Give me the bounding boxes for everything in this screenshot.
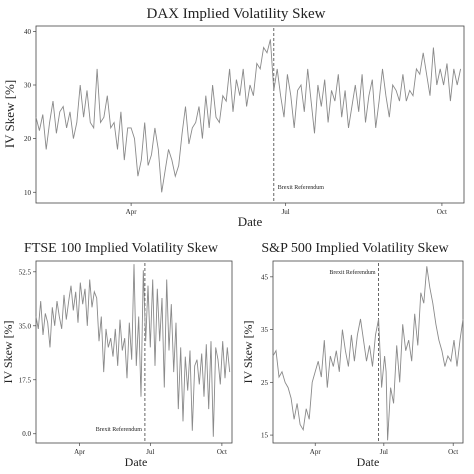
ftse-x-tick-label: Apr bbox=[74, 448, 86, 456]
sp500-x-axis-label: Date bbox=[357, 455, 380, 469]
dax-skew-series-line bbox=[35, 39, 462, 193]
ftse-panel: FTSE 100 Implied Volatility Skew 0.0 17.5… bbox=[1, 241, 233, 469]
ftse-plot-frame bbox=[35, 260, 233, 444]
ftse-y-tick-label: 17.5 bbox=[19, 376, 32, 384]
dax-y-tick-label: 10 bbox=[24, 189, 32, 197]
ftse-chart-title: FTSE 100 Implied Volatility Skew bbox=[24, 241, 219, 256]
dax-plot-frame bbox=[35, 25, 465, 204]
dax-y-axis-label: IV Skew [%] bbox=[2, 80, 17, 148]
ftse-y-tick-label: 0.0 bbox=[22, 430, 31, 438]
sp500-x-tick-label: Apr bbox=[310, 448, 322, 456]
ftse-y-tick-label: 35.0 bbox=[19, 322, 32, 330]
dax-x-tick-label: Apr bbox=[126, 208, 138, 216]
ftse-brexit-annotation: Brexit Referendum bbox=[96, 426, 142, 433]
dax-y-tick-label: 30 bbox=[24, 82, 32, 90]
sp500-chart-title: S&P 500 Implied Volatility Skew bbox=[261, 241, 449, 256]
ftse-x-tick-label: Oct bbox=[217, 448, 227, 456]
sp500-plot-frame bbox=[272, 260, 464, 444]
sp500-y-axis-label: IV Skew [%] bbox=[241, 320, 255, 383]
dax-ticks: 10 20 30 40 Apr Jul Oct bbox=[24, 28, 447, 216]
ftse-skew-series-line bbox=[35, 264, 231, 437]
sp500-brexit-annotation: Brexit Referendum bbox=[329, 269, 375, 276]
sp500-x-tick-label: Jul bbox=[380, 448, 388, 456]
sp500-panel: S&P 500 Implied Volatility Skew 15 25 35 45… bbox=[241, 241, 464, 469]
sp500-y-tick-label: 45 bbox=[261, 273, 269, 281]
sp500-ticks: 15 25 35 45 Apr Jul Oct bbox=[261, 273, 458, 456]
ftse-y-axis-label: IV Skew [%] bbox=[1, 320, 15, 383]
dax-y-tick-label: 40 bbox=[24, 28, 32, 36]
dax-chart-title: DAX Implied Volatility Skew bbox=[146, 6, 325, 22]
sp500-skew-series-line bbox=[272, 266, 464, 441]
dax-x-tick-label: Jul bbox=[282, 208, 290, 216]
sp500-x-tick-label: Oct bbox=[448, 448, 458, 456]
ftse-x-axis-label: Date bbox=[125, 455, 148, 469]
sp500-y-tick-label: 35 bbox=[261, 326, 269, 334]
dax-brexit-annotation: Brexit Referendum bbox=[278, 184, 324, 191]
sp500-y-tick-label: 25 bbox=[261, 379, 269, 387]
dax-x-axis-label: Date bbox=[238, 214, 263, 229]
ftse-x-tick-label: Jul bbox=[146, 448, 154, 456]
dax-y-tick-label: 20 bbox=[24, 135, 32, 143]
ftse-y-tick-label: 52.5 bbox=[19, 268, 32, 276]
dax-panel: DAX Implied Volatility Skew 10 20 30 40 Apr J… bbox=[2, 6, 465, 229]
sp500-y-tick-label: 15 bbox=[261, 432, 269, 440]
dax-x-tick-label: Oct bbox=[437, 208, 447, 216]
ftse-ticks: 0.0 17.5 35.0 52.5 Apr Jul Oct bbox=[19, 268, 227, 456]
